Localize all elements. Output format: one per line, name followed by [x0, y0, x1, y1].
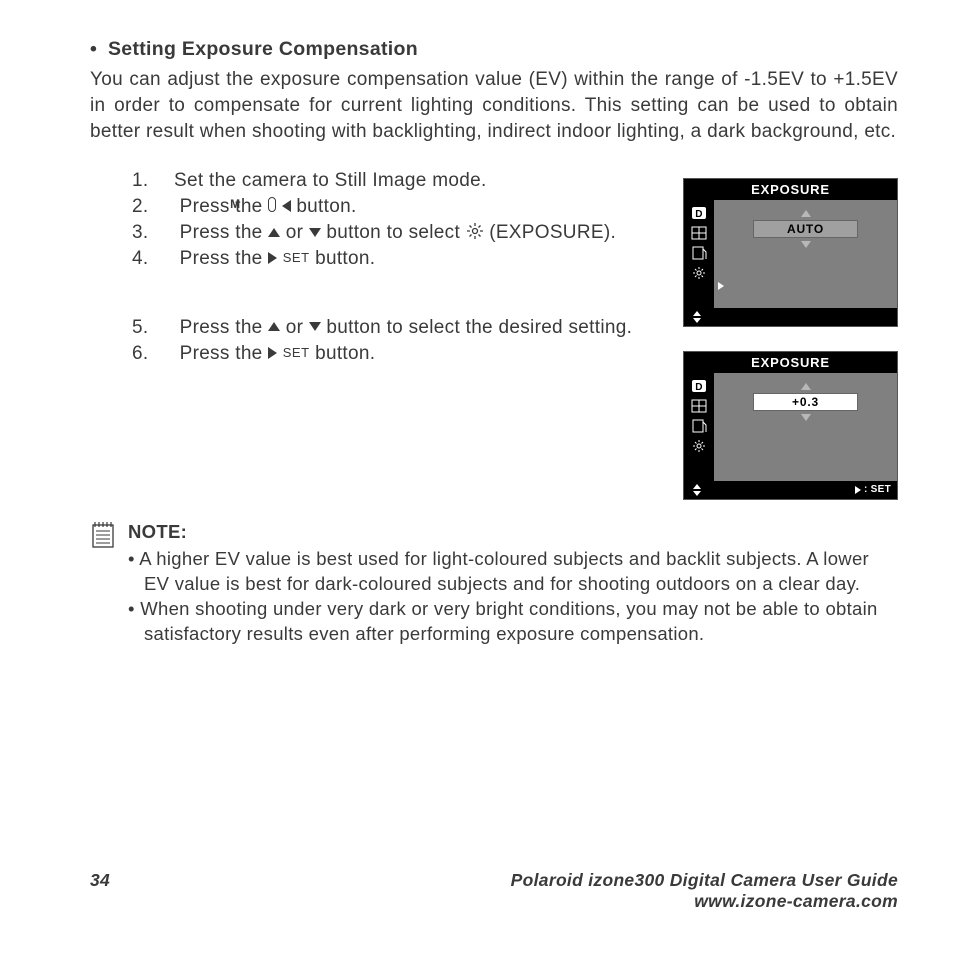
down-indicator-icon — [801, 414, 811, 421]
up-arrow-icon — [268, 322, 280, 331]
value-auto: AUTO — [753, 220, 858, 238]
down-indicator-icon — [801, 241, 811, 248]
footer-set-label: : SET — [855, 484, 891, 495]
step-5: Press the or button to select the desire… — [132, 315, 653, 341]
doc-icon — [691, 419, 707, 433]
up-arrow-icon — [268, 228, 280, 237]
nav-indicator-icon — [690, 311, 704, 323]
steps-column: Set the camera to Still Image mode. Pres… — [90, 168, 653, 500]
m-button-icon: M — [268, 197, 276, 212]
d-icon: D — [691, 206, 707, 220]
exposure-screen-value: EXPOSURE D +0.3 : SET — [683, 351, 898, 500]
set-label: SET — [283, 345, 310, 360]
screen-title: EXPOSURE — [684, 179, 897, 200]
step-4: Press the SET button. — [132, 246, 653, 272]
note-title: NOTE: — [128, 520, 898, 545]
page-number: 34 — [90, 870, 110, 891]
note-section: NOTE: A higher EV value is best used for… — [90, 520, 898, 647]
right-arrow-icon — [268, 347, 277, 359]
cursor-icon — [718, 282, 724, 290]
intro-paragraph: You can adjust the exposure compensation… — [90, 67, 898, 146]
step-6: Press the SET button. — [132, 341, 653, 367]
note-item-2: When shooting under very dark or very br… — [128, 597, 898, 647]
d-icon: D — [691, 379, 707, 393]
left-arrow-icon — [282, 200, 291, 212]
up-indicator-icon — [801, 210, 811, 217]
heading-text: Setting Exposure Compensation — [108, 38, 418, 60]
footer-url: www.izone-camera.com — [90, 891, 898, 912]
page-footer: 34 Polaroid izone300 Digital Camera User… — [90, 870, 898, 912]
svg-text:D: D — [695, 382, 703, 393]
footer-title: Polaroid izone300 Digital Camera User Gu… — [110, 870, 898, 891]
step-1: Set the camera to Still Image mode. — [132, 168, 653, 194]
screen-sidebar: D — [684, 200, 714, 308]
sun-mini-icon — [691, 439, 707, 453]
screen-sidebar: D — [684, 373, 714, 481]
up-indicator-icon — [801, 383, 811, 390]
down-arrow-icon — [309, 322, 321, 331]
down-arrow-icon — [309, 228, 321, 237]
note-item-1: A higher EV value is best used for light… — [128, 547, 898, 597]
svg-text:D: D — [695, 209, 703, 220]
grid-icon — [691, 226, 707, 240]
play-icon — [855, 486, 861, 494]
screens-column: EXPOSURE D AUTO — [683, 168, 898, 500]
exposure-icon — [466, 222, 484, 240]
section-heading: •Setting Exposure Compensation — [90, 38, 898, 61]
step-2: Press the M button. — [132, 194, 653, 220]
right-arrow-icon — [268, 252, 277, 264]
set-label: SET — [283, 250, 310, 265]
nav-indicator-icon — [690, 484, 704, 496]
doc-icon — [691, 246, 707, 260]
value-ev: +0.3 — [753, 393, 858, 411]
exposure-screen-auto: EXPOSURE D AUTO — [683, 178, 898, 327]
step-3: Press the or button to select (EXPOSURE)… — [132, 220, 653, 246]
grid-icon — [691, 399, 707, 413]
notepad-icon — [90, 520, 116, 550]
sun-mini-icon — [691, 266, 707, 280]
screen-title: EXPOSURE — [684, 352, 897, 373]
